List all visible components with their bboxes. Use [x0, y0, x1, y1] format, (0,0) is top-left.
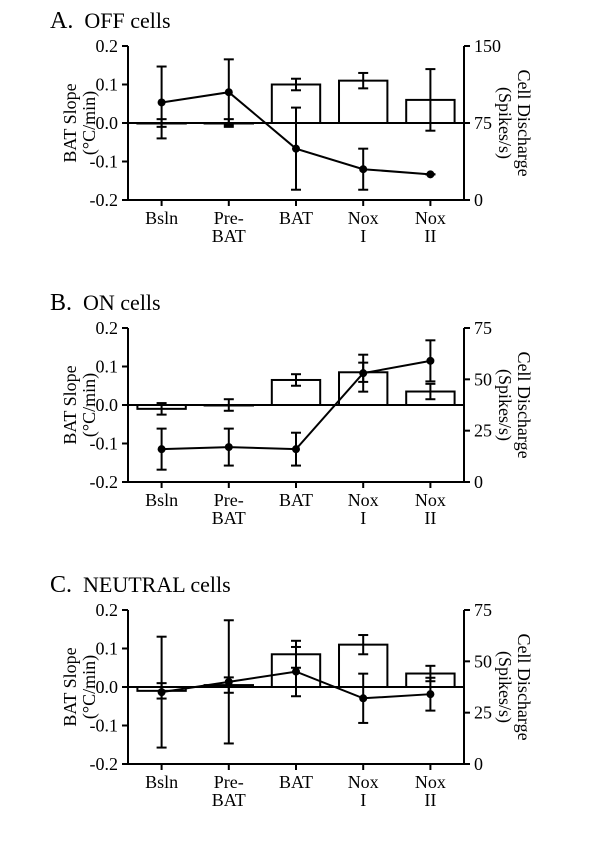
plot-C: -0.2-0.10.00.10.20255075BslnPre-BATBATNo…: [60, 602, 532, 812]
panel-b-text: ON cells: [83, 290, 161, 315]
svg-text:50: 50: [474, 369, 492, 389]
svg-text:BAT: BAT: [279, 772, 313, 792]
svg-text:Cell Discharge(Spikes/s): Cell Discharge(Spikes/s): [494, 69, 532, 176]
svg-text:Cell Discharge(Spikes/s): Cell Discharge(Spikes/s): [494, 351, 532, 458]
svg-text:0: 0: [474, 190, 483, 210]
panel-a-title: A. OFF cells: [50, 8, 171, 35]
svg-text:Pre-BAT: Pre-BAT: [212, 208, 246, 246]
panel-b-title: B. ON cells: [50, 290, 161, 317]
svg-text:75: 75: [474, 320, 492, 338]
svg-text:BAT Slope(°C/min): BAT Slope(°C/min): [60, 365, 100, 444]
svg-text:75: 75: [474, 113, 492, 133]
svg-text:25: 25: [474, 421, 492, 441]
svg-text:50: 50: [474, 651, 492, 671]
svg-text:Bsln: Bsln: [145, 490, 178, 510]
svg-text:Bsln: Bsln: [145, 772, 178, 792]
svg-text:75: 75: [474, 602, 492, 620]
svg-text:Pre-BAT: Pre-BAT: [212, 772, 246, 810]
svg-text:BAT Slope(°C/min): BAT Slope(°C/min): [60, 647, 100, 726]
svg-text:BAT: BAT: [279, 490, 313, 510]
panel-a-text: OFF cells: [84, 8, 170, 33]
svg-text:0.2: 0.2: [96, 38, 119, 56]
plot-A: -0.2-0.10.00.10.2075150BslnPre-BATBATNox…: [60, 38, 532, 248]
svg-text:Cell Discharge(Spikes/s): Cell Discharge(Spikes/s): [494, 633, 532, 740]
svg-text:NoxII: NoxII: [415, 490, 446, 528]
panel-a-plot: -0.2-0.10.00.10.2075150BslnPre-BATBATNox…: [60, 38, 532, 248]
svg-text:25: 25: [474, 703, 492, 723]
panel-c-text: NEUTRAL cells: [83, 572, 231, 597]
svg-text:-0.2: -0.2: [90, 472, 119, 492]
svg-text:0.2: 0.2: [96, 602, 119, 620]
svg-text:NoxI: NoxI: [348, 772, 379, 810]
svg-text:BAT: BAT: [279, 208, 313, 228]
svg-text:NoxII: NoxII: [415, 772, 446, 810]
svg-text:0: 0: [474, 472, 483, 492]
svg-text:Bsln: Bsln: [145, 208, 178, 228]
svg-text:0: 0: [474, 754, 483, 774]
panel-a-letter: A.: [50, 8, 73, 34]
panel-c-plot: -0.2-0.10.00.10.20255075BslnPre-BATBATNo…: [60, 602, 532, 812]
svg-text:NoxII: NoxII: [415, 208, 446, 246]
svg-text:NoxI: NoxI: [348, 490, 379, 528]
plot-B: -0.2-0.10.00.10.20255075BslnPre-BATBATNo…: [60, 320, 532, 530]
figure-page: A. OFF cells -0.2-0.10.00.10.2075150Bsln…: [0, 0, 592, 853]
panel-c-letter: C.: [50, 572, 72, 598]
panel-c-title: C. NEUTRAL cells: [50, 572, 231, 599]
panel-b-plot: -0.2-0.10.00.10.20255075BslnPre-BATBATNo…: [60, 320, 532, 530]
svg-text:-0.2: -0.2: [90, 754, 119, 774]
svg-text:0.2: 0.2: [96, 320, 119, 338]
svg-text:Pre-BAT: Pre-BAT: [212, 490, 246, 528]
panel-b-letter: B.: [50, 290, 72, 316]
svg-text:BAT Slope(°C/min): BAT Slope(°C/min): [60, 83, 100, 162]
svg-text:NoxI: NoxI: [348, 208, 379, 246]
svg-text:150: 150: [474, 38, 501, 56]
svg-text:-0.2: -0.2: [90, 190, 119, 210]
